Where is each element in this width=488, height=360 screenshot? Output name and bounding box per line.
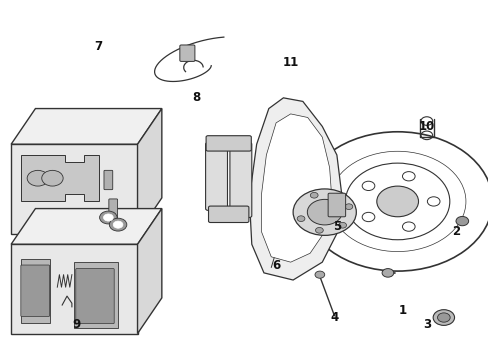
- Circle shape: [100, 211, 117, 224]
- Circle shape: [27, 170, 48, 186]
- Text: 11: 11: [282, 55, 298, 69]
- Circle shape: [297, 216, 305, 221]
- Polygon shape: [137, 109, 162, 234]
- Polygon shape: [74, 262, 118, 328]
- Circle shape: [113, 221, 122, 228]
- Circle shape: [109, 218, 126, 231]
- Circle shape: [362, 181, 374, 190]
- Circle shape: [437, 313, 449, 322]
- Circle shape: [41, 170, 63, 186]
- Text: 5: 5: [332, 220, 340, 233]
- FancyBboxPatch shape: [104, 170, 113, 190]
- Polygon shape: [11, 208, 162, 244]
- Text: 8: 8: [191, 91, 200, 104]
- Circle shape: [310, 192, 318, 198]
- FancyBboxPatch shape: [229, 143, 251, 217]
- Polygon shape: [261, 114, 331, 262]
- Circle shape: [362, 212, 374, 222]
- FancyBboxPatch shape: [76, 269, 114, 324]
- FancyBboxPatch shape: [109, 199, 117, 218]
- Circle shape: [103, 214, 113, 221]
- Circle shape: [338, 222, 346, 228]
- Polygon shape: [11, 244, 137, 334]
- Text: 9: 9: [73, 318, 81, 331]
- FancyBboxPatch shape: [327, 193, 345, 217]
- Circle shape: [376, 186, 418, 217]
- Text: 10: 10: [418, 120, 434, 133]
- Circle shape: [292, 189, 356, 235]
- Polygon shape: [21, 155, 99, 202]
- Polygon shape: [21, 258, 50, 323]
- Polygon shape: [11, 144, 137, 234]
- Circle shape: [402, 222, 414, 231]
- Text: 1: 1: [398, 304, 406, 317]
- Text: 3: 3: [422, 318, 430, 331]
- Polygon shape: [249, 98, 341, 280]
- FancyBboxPatch shape: [205, 136, 251, 151]
- Circle shape: [334, 194, 342, 199]
- FancyBboxPatch shape: [208, 206, 248, 222]
- Circle shape: [381, 269, 393, 277]
- Circle shape: [314, 271, 324, 278]
- Circle shape: [432, 310, 454, 325]
- Polygon shape: [11, 109, 162, 144]
- Text: 6: 6: [271, 259, 280, 272]
- Text: 2: 2: [451, 225, 459, 238]
- Circle shape: [345, 204, 352, 210]
- Polygon shape: [137, 208, 162, 334]
- Circle shape: [427, 197, 439, 206]
- FancyBboxPatch shape: [21, 265, 49, 316]
- Text: 4: 4: [330, 311, 338, 324]
- Circle shape: [455, 216, 468, 226]
- Circle shape: [315, 228, 323, 233]
- Circle shape: [307, 199, 342, 225]
- FancyBboxPatch shape: [180, 45, 195, 62]
- Text: 7: 7: [94, 40, 102, 53]
- Circle shape: [402, 172, 414, 181]
- FancyBboxPatch shape: [205, 143, 227, 210]
